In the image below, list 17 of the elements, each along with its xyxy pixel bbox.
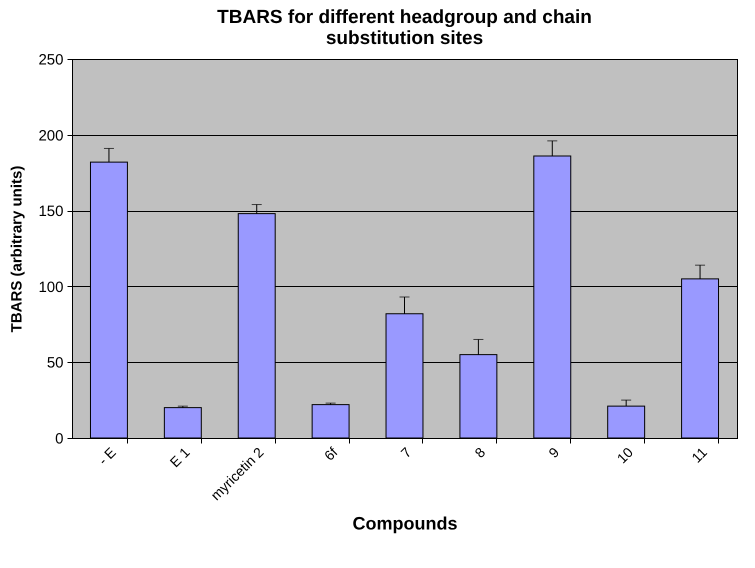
x-tick-label: - E — [94, 444, 119, 468]
x-axis-title: Compounds — [352, 513, 458, 534]
y-tick-label: 150 — [38, 203, 64, 220]
chart-title: TBARS for different headgroup and chain substitution sites — [217, 7, 592, 49]
y-tick-label: 200 — [38, 127, 64, 144]
y-tick-label: 50 — [46, 354, 64, 372]
y-tick-label: 250 — [38, 52, 64, 68]
x-tick-label: 6f — [320, 444, 341, 464]
x-tick-label: 8 — [471, 444, 488, 461]
x-tick-label: 7 — [398, 444, 415, 461]
y-axis-title: TBARS (arbitrary units) — [8, 166, 26, 332]
y-tick-label: 100 — [38, 278, 64, 296]
x-tick-label: 11 — [688, 444, 710, 466]
y-tick-label: 0 — [55, 430, 64, 448]
x-tick-label: E 1 — [166, 444, 193, 470]
x-tick-label: 10 — [614, 444, 636, 466]
x-tick-label: 9 — [545, 444, 562, 461]
